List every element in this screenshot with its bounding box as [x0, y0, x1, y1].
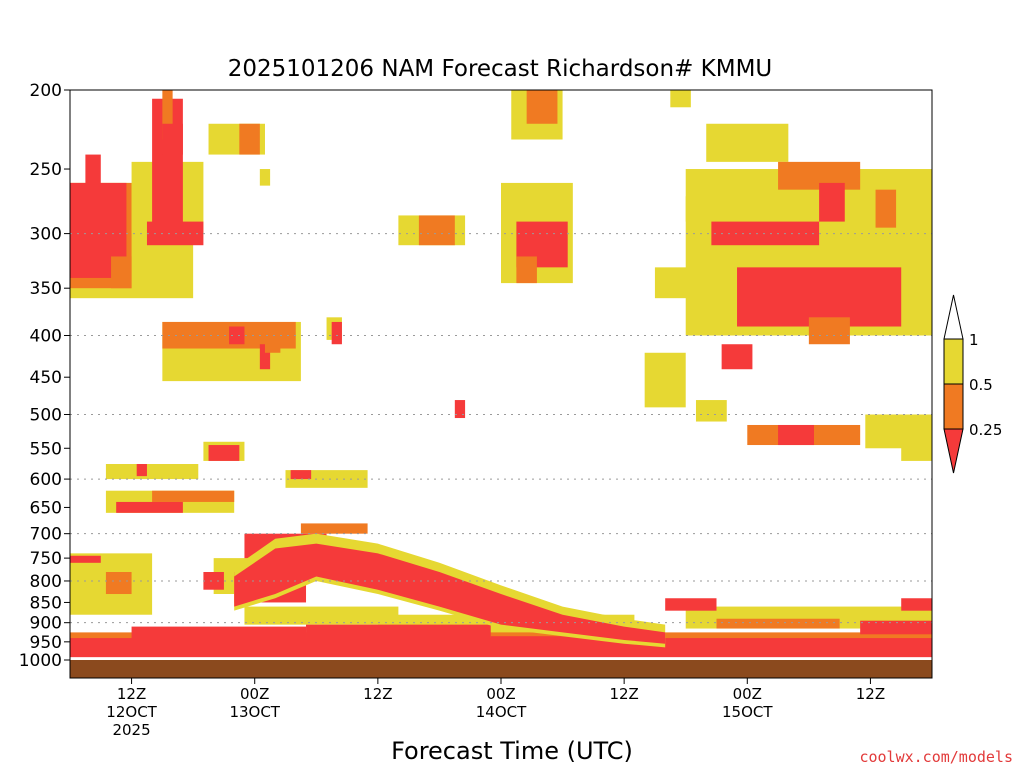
- ytick-label-400: 400: [30, 326, 62, 346]
- xtick-label-66-1: 15OCT: [722, 703, 773, 721]
- ri-cell-48: [105, 464, 199, 480]
- chart-title: 2025101206 NAM Forecast Richardson# KMMU: [228, 56, 773, 82]
- ytick-label-700: 700: [30, 525, 62, 545]
- ri-cell-62: [70, 555, 101, 563]
- ytick-label-250: 250: [30, 160, 62, 180]
- ytick-label-200: 200: [30, 81, 62, 101]
- legend-arrow-top: [943, 294, 964, 340]
- ri-cell-11: [239, 123, 260, 155]
- ytick-label-850: 850: [30, 593, 62, 613]
- x-axis-label: Forecast Time (UTC): [391, 737, 633, 765]
- ri-cell-8: [162, 123, 183, 155]
- y-axis: 200 250 300 350 400 450 500 550 600 650 700 750 8008…: [19, 81, 70, 671]
- xtick-label-54-0: 12Z: [609, 685, 638, 703]
- ri-cell-51: [152, 490, 235, 502]
- ri-cell-66: [716, 618, 840, 629]
- legend-arrow-bottom: [943, 428, 964, 474]
- ri-cell-61: [105, 572, 132, 595]
- ytick-label-900: 900: [30, 614, 62, 634]
- ytick-label-450: 450: [30, 368, 62, 388]
- ytick-label-800: 800: [30, 572, 62, 592]
- ri-cell-45: [454, 400, 466, 419]
- ri-cell-19: [331, 321, 342, 345]
- legend: 1 0.5 0.25: [943, 294, 1002, 474]
- ytick-label-950: 950: [30, 633, 62, 653]
- ytick-label-750: 750: [30, 549, 62, 569]
- credit-text: coolwx.com/models: [859, 748, 1013, 766]
- legend-label-0: 1: [969, 331, 979, 349]
- xtick-label-18-1: 13OCT: [229, 703, 280, 721]
- ri-cell-38: [644, 352, 686, 408]
- ri-cell-15: [229, 326, 245, 345]
- ri-cell-68: [901, 598, 932, 611]
- xtick-label-30-0: 12Z: [363, 685, 392, 703]
- legend-box-05-1: [943, 338, 964, 385]
- ri-cell-30: [706, 123, 789, 162]
- ri-cell-70: [70, 638, 932, 658]
- ri-cell-63: [244, 606, 399, 625]
- ri-cell-37: [808, 317, 850, 345]
- xtick-label-6-2: 2025: [112, 721, 150, 739]
- ri-band-core: [234, 543, 666, 644]
- ri-cell-33: [737, 267, 902, 327]
- legend-box-025-05: [943, 383, 964, 430]
- ri-cell-36: [875, 189, 897, 228]
- xtick-label-66-0: 00Z: [733, 685, 762, 703]
- ri-cell-52: [116, 501, 183, 513]
- ri-cell-39: [721, 344, 753, 370]
- ri-cell-12: [259, 169, 271, 186]
- ri-cell-29: [670, 90, 691, 108]
- xtick-label-42-1: 14OCT: [476, 703, 527, 721]
- ri-cell-49: [136, 464, 147, 477]
- legend-label-2: 0.25: [969, 421, 1002, 439]
- ytick-label-350: 350: [30, 279, 62, 299]
- ri-cell-35: [819, 182, 845, 222]
- heatmap-cells: [70, 90, 932, 658]
- ground-fill: [70, 660, 932, 678]
- ri-cell-24: [516, 256, 537, 284]
- xtick-label-42-0: 00Z: [486, 685, 515, 703]
- ri-cell-59: [203, 572, 224, 590]
- ri-cell-72: [306, 624, 491, 640]
- ytick-label-650: 650: [30, 498, 62, 518]
- xtick-label-6-0: 12Z: [117, 685, 146, 703]
- ytick-label-550: 550: [30, 439, 62, 459]
- ri-cell-73: [490, 636, 635, 646]
- ri-cell-47: [208, 445, 240, 461]
- legend-label-1: 0.5: [969, 376, 993, 394]
- ytick-label-600: 600: [30, 470, 62, 490]
- xtick-label-18-0: 00Z: [240, 685, 269, 703]
- ytick-label-1000: 1000: [19, 651, 62, 671]
- ytick-label-500: 500: [30, 406, 62, 426]
- ri-cell-40: [695, 400, 727, 422]
- xtick-label-78-0: 12Z: [856, 685, 885, 703]
- ri-cell-42: [778, 424, 814, 446]
- ri-cell-54: [290, 470, 312, 480]
- ri-cell-26: [526, 90, 558, 124]
- ri-cell-32: [711, 221, 820, 246]
- ri-cell-16: [259, 344, 271, 370]
- ytick-label-300: 300: [30, 225, 62, 245]
- ri-cell-7: [162, 90, 173, 140]
- ri-cell-3: [111, 256, 132, 289]
- ri-cell-17: [264, 326, 281, 353]
- ri-cell-21: [418, 215, 455, 246]
- ri-cell-44: [901, 441, 932, 461]
- ri-cell-74: [860, 620, 932, 635]
- ri-cell-71: [131, 626, 307, 640]
- xtick-label-6-1: 12OCT: [106, 703, 157, 721]
- ri-cell-4: [85, 154, 101, 257]
- ri-cell-67: [665, 598, 717, 611]
- ri-cell-55: [300, 523, 368, 534]
